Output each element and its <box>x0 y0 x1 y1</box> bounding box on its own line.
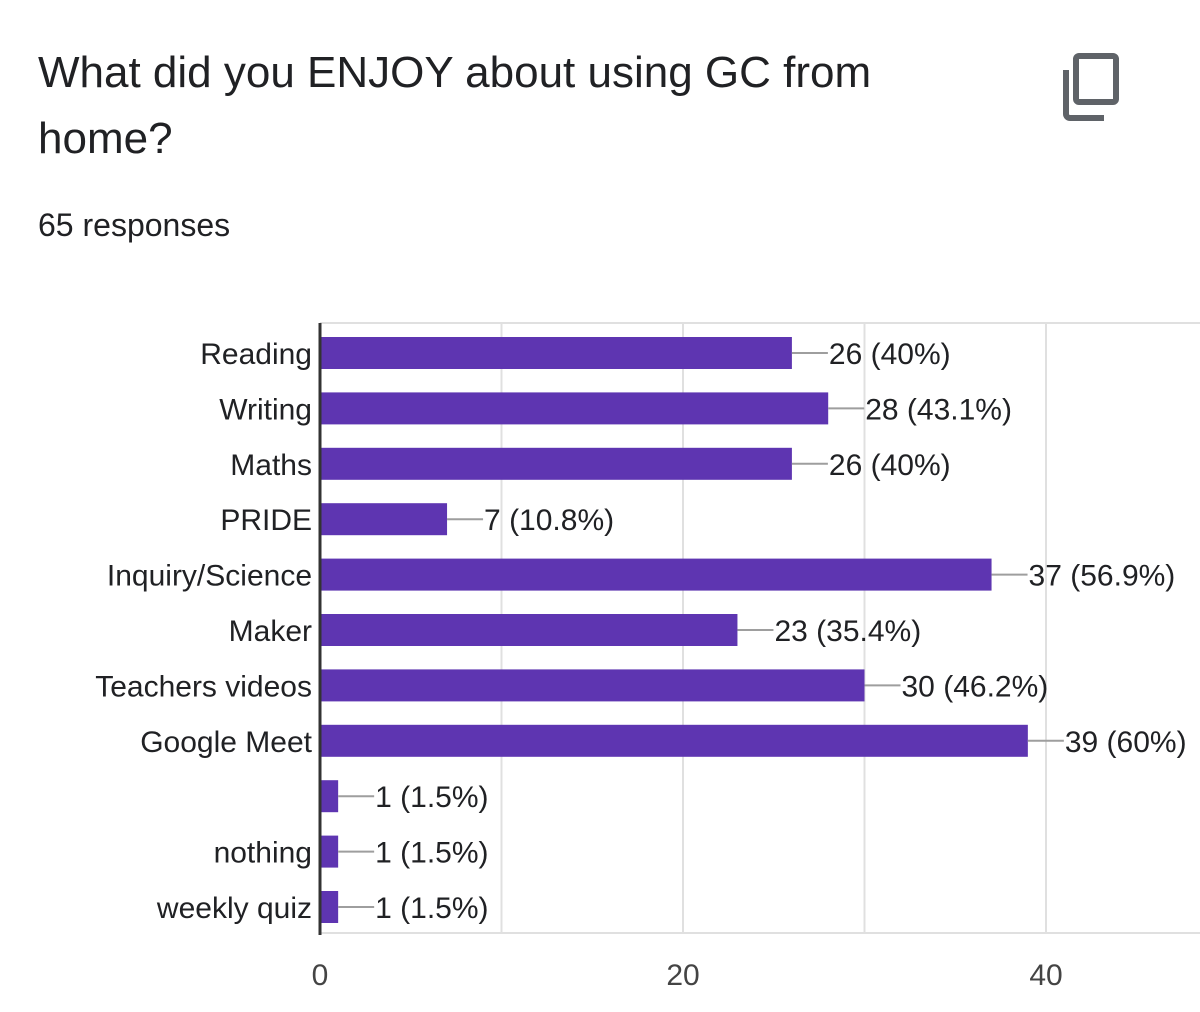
axis-layer: 0 20 40 <box>312 323 1063 992</box>
data-label-9: 1 (1.5%) <box>375 781 488 814</box>
bar-11 <box>320 891 339 923</box>
data-label-7: 30 (46.2%) <box>902 670 1049 703</box>
category-label-6: Maker <box>229 615 312 648</box>
data-label-4: 7 (10.8%) <box>484 504 614 537</box>
data-label-2: 28 (43.1%) <box>865 393 1012 426</box>
question-header: What did you ENJOY about using GC from h… <box>38 40 998 172</box>
data-label-11: 1 (1.5%) <box>375 892 488 925</box>
x-tick-label-20: 20 <box>666 959 699 992</box>
copy-icon <box>1063 53 1119 121</box>
data-label-3: 26 (40%) <box>829 449 951 482</box>
data-label-8: 39 (60%) <box>1065 726 1187 759</box>
copy-chart-button[interactable] <box>1050 48 1130 128</box>
category-label-2: Writing <box>219 393 312 426</box>
bar-4 <box>320 503 448 536</box>
bar-6 <box>320 614 738 646</box>
labels-layer: 26 (40%) Reading 28 (43.1%) Writing 26 (40%)… <box>95 338 1186 925</box>
x-tick-label-0: 0 <box>312 959 329 992</box>
category-label-8: Google Meet <box>140 726 312 759</box>
bar-7 <box>320 669 865 702</box>
bar-9 <box>320 780 339 813</box>
bar-5 <box>320 558 992 591</box>
category-label-5: Inquiry/Science <box>107 560 312 593</box>
response-count: 65 responses <box>38 207 231 243</box>
bar-10 <box>320 835 339 868</box>
data-label-6: 23 (35.4%) <box>774 615 921 648</box>
bar-8 <box>320 724 1028 757</box>
category-label-10: nothing <box>214 837 312 870</box>
category-label-1: Reading <box>200 338 312 371</box>
bar-3 <box>320 447 792 480</box>
x-tick-label-40: 40 <box>1029 959 1062 992</box>
category-label-3: Maths <box>230 449 312 482</box>
bar-1 <box>320 337 792 369</box>
data-label-5: 37 (56.9%) <box>1029 560 1176 593</box>
bars-layer <box>320 337 1028 923</box>
question-title: What did you ENJOY about using GC from h… <box>38 48 872 163</box>
category-label-7: Teachers videos <box>95 670 312 703</box>
data-label-1: 26 (40%) <box>829 338 951 371</box>
category-label-11: weekly quiz <box>156 892 312 925</box>
data-label-10: 1 (1.5%) <box>375 837 488 870</box>
bar-2 <box>320 392 829 425</box>
category-label-4: PRIDE <box>220 504 312 537</box>
